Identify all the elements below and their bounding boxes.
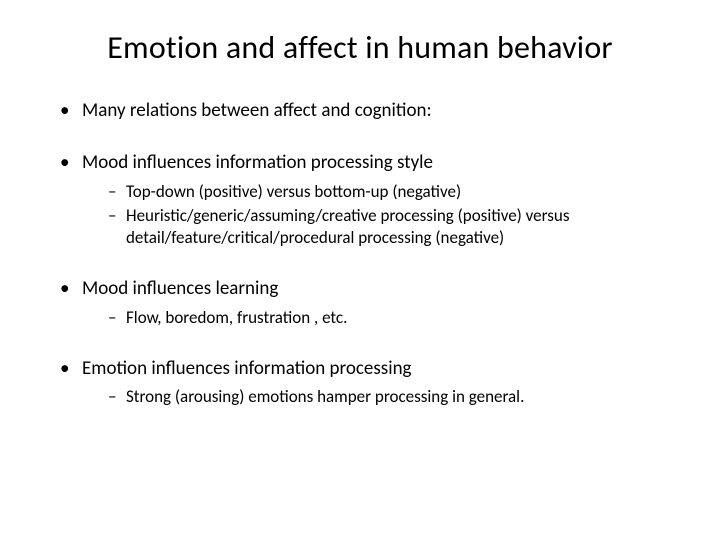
sub-list: Strong (arousing) emotions hamper proces… (82, 386, 684, 408)
slide-title: Emotion and affect in human behavior (36, 28, 684, 67)
bullet-list: Many relations between affect and cognit… (36, 99, 684, 408)
bullet-item: Many relations between affect and cognit… (60, 99, 684, 123)
sub-item: Top-down (positive) versus bottom-up (ne… (108, 181, 684, 203)
sub-list: Flow, boredom, frustration , etc. (82, 307, 684, 329)
bullet-text: Mood influences learning (82, 277, 278, 300)
sub-list: Top-down (positive) versus bottom-up (ne… (82, 181, 684, 249)
sub-text: Strong (arousing) emotions hamper proces… (126, 386, 524, 407)
sub-text: Top-down (positive) versus bottom-up (ne… (126, 181, 461, 202)
slide: Emotion and affect in human behavior Man… (0, 0, 720, 540)
sub-item: Heuristic/generic/assuming/creative proc… (108, 205, 684, 249)
bullet-item: Mood influences learning Flow, boredom, … (60, 277, 684, 329)
sub-text: Flow, boredom, frustration , etc. (126, 307, 347, 328)
bullet-text: Emotion influences information processin… (82, 357, 412, 380)
sub-item: Strong (arousing) emotions hamper proces… (108, 386, 684, 408)
bullet-text: Mood influences information processing s… (82, 151, 433, 174)
sub-text: Heuristic/generic/assuming/creative proc… (126, 205, 570, 248)
sub-item: Flow, boredom, frustration , etc. (108, 307, 684, 329)
bullet-item: Emotion influences information processin… (60, 357, 684, 409)
bullet-text: Many relations between affect and cognit… (82, 99, 432, 122)
bullet-item: Mood influences information processing s… (60, 151, 684, 249)
